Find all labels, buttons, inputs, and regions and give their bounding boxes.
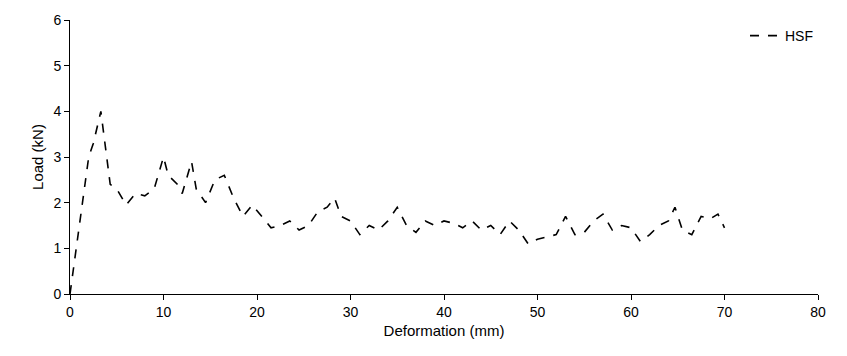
svg-text:1: 1 (53, 240, 61, 256)
svg-text:2: 2 (53, 195, 61, 211)
svg-text:0: 0 (66, 304, 74, 320)
svg-text:HSF: HSF (785, 28, 813, 44)
svg-text:Deformation (mm): Deformation (mm) (384, 322, 505, 339)
svg-text:80: 80 (810, 304, 826, 320)
svg-text:4: 4 (53, 103, 61, 119)
svg-text:40: 40 (436, 304, 452, 320)
svg-text:3: 3 (53, 149, 61, 165)
svg-text:Load (kN): Load (kN) (29, 124, 46, 190)
svg-text:60: 60 (623, 304, 639, 320)
svg-text:5: 5 (53, 58, 61, 74)
svg-text:20: 20 (249, 304, 265, 320)
svg-text:30: 30 (343, 304, 359, 320)
svg-text:50: 50 (530, 304, 546, 320)
svg-text:10: 10 (156, 304, 172, 320)
svg-text:0: 0 (53, 286, 61, 302)
svg-text:70: 70 (717, 304, 733, 320)
svg-text:6: 6 (53, 12, 61, 28)
